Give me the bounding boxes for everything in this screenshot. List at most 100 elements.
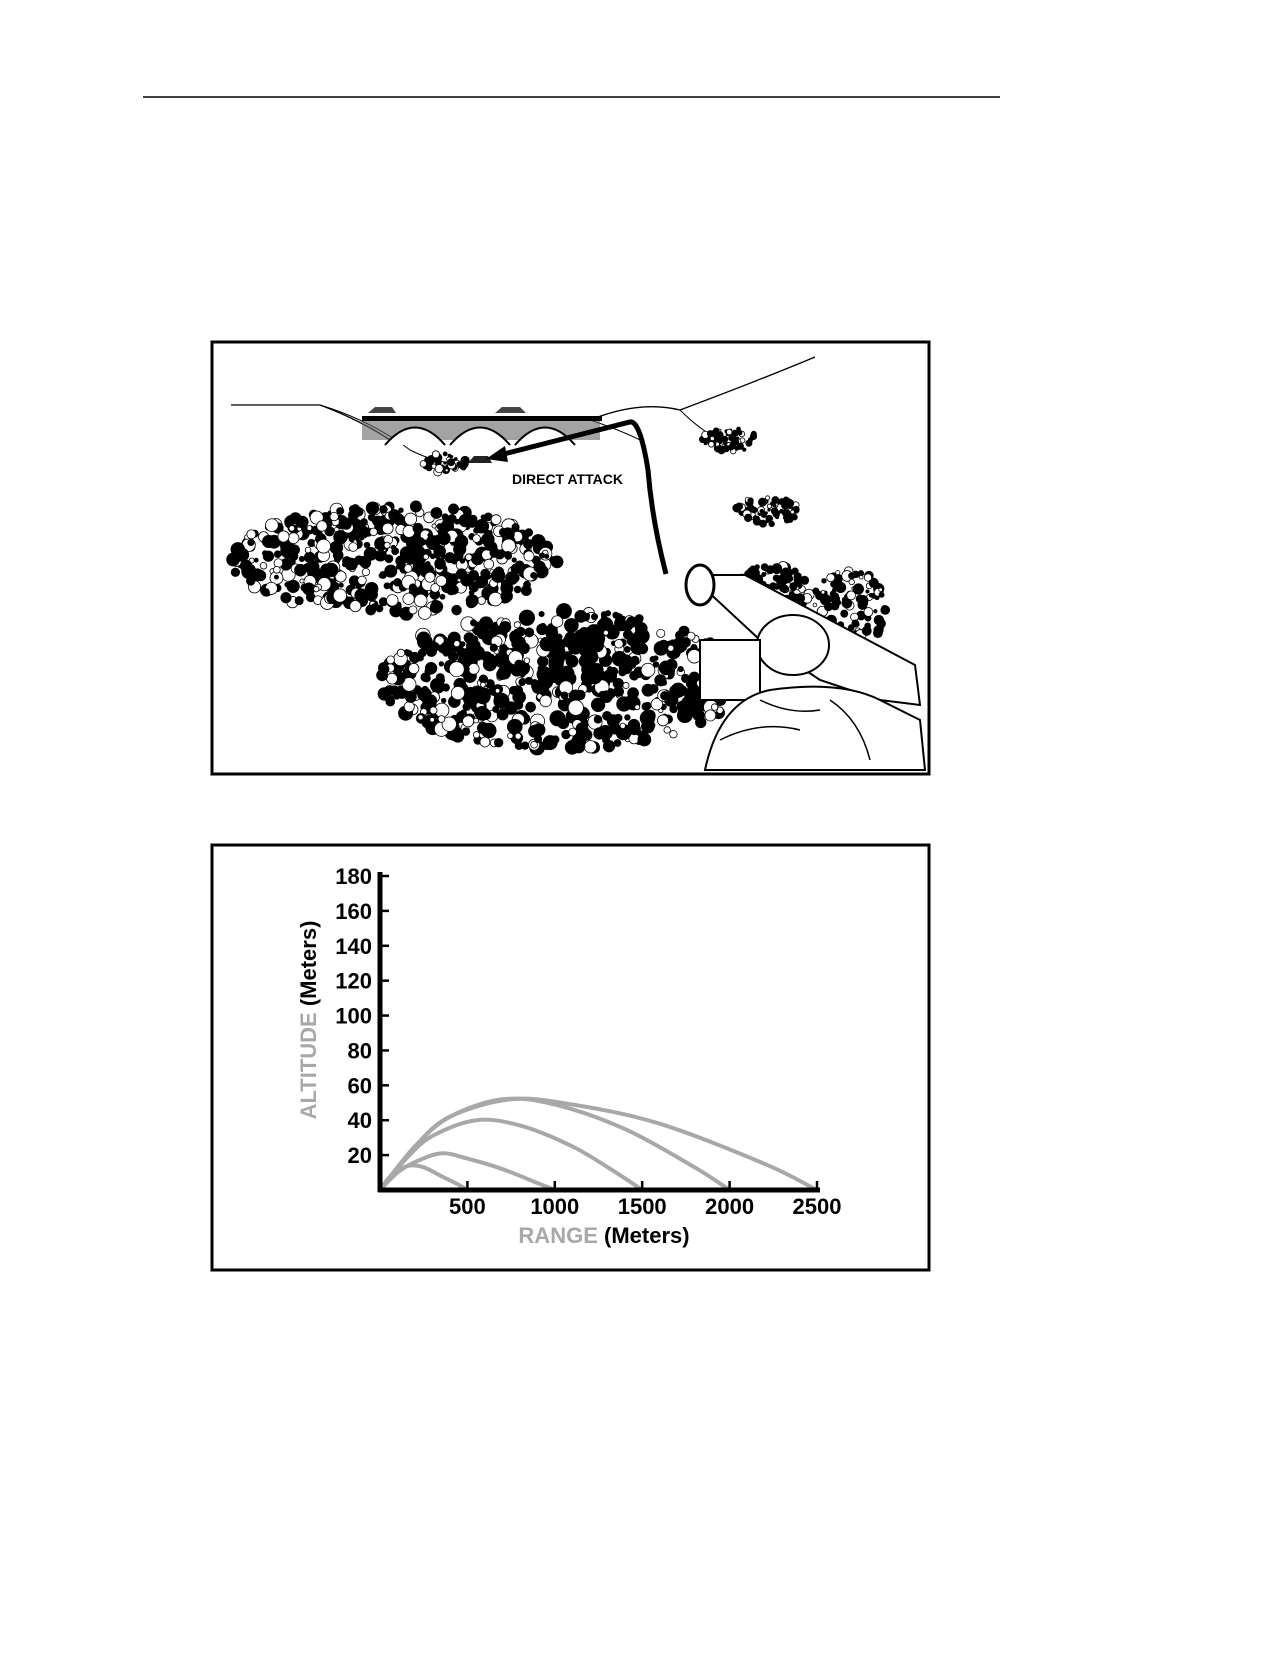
bush xyxy=(226,500,564,621)
bush-blob xyxy=(616,696,632,712)
bush-blob xyxy=(765,565,775,575)
bush-blob xyxy=(289,544,300,556)
bush-blob xyxy=(523,657,531,664)
bush-blob xyxy=(434,464,444,474)
bush-blob xyxy=(379,505,388,514)
y-tick-label: 180 xyxy=(335,864,372,889)
bush-blob xyxy=(511,523,520,532)
bush-blob xyxy=(538,610,545,618)
bush-blob xyxy=(253,557,259,563)
bush-blob xyxy=(852,583,864,595)
bush-blob xyxy=(742,447,747,452)
bush-blob xyxy=(656,628,666,638)
bush-blob xyxy=(504,550,512,558)
bush-blob xyxy=(429,717,435,723)
bush-blob xyxy=(498,528,508,537)
bush-blob xyxy=(450,573,459,582)
bush-blob xyxy=(863,607,874,617)
bush-blob xyxy=(792,505,800,513)
bush-blob xyxy=(289,558,296,566)
bush-blob xyxy=(766,503,772,509)
bush-blob xyxy=(461,727,471,736)
bush-blob xyxy=(833,595,840,602)
bush-blob xyxy=(747,497,754,504)
bush-blob xyxy=(708,441,715,448)
bush-blob xyxy=(465,597,477,609)
bush-blob xyxy=(289,512,302,525)
bush-blob xyxy=(422,674,431,683)
bush-blob xyxy=(533,541,539,547)
bush-blob xyxy=(640,662,656,678)
bush-blob xyxy=(873,609,878,614)
bush-blob xyxy=(369,527,378,537)
bush-blob xyxy=(624,714,631,721)
bush-blob xyxy=(747,504,755,512)
bush-blob xyxy=(873,614,885,626)
bush-blob xyxy=(441,513,449,521)
y-tick-label: 160 xyxy=(335,899,372,924)
bush-blob xyxy=(657,714,669,727)
bush-blob xyxy=(765,495,771,501)
bush-blob xyxy=(365,501,380,515)
bush-blob xyxy=(441,716,457,732)
x-tick-label: 2500 xyxy=(793,1194,842,1219)
bush-blob xyxy=(548,651,565,668)
bush-blob xyxy=(415,537,426,547)
bush-blob xyxy=(430,600,444,614)
bush-blob xyxy=(878,587,883,592)
bush-blob xyxy=(465,553,473,561)
bush-blob xyxy=(500,589,513,603)
bush-blob xyxy=(736,442,744,450)
bush-blob xyxy=(441,554,447,560)
y-axis-title: ALTITUDE (Meters) xyxy=(296,921,321,1120)
bush-blob xyxy=(453,640,461,648)
bush-blob xyxy=(376,669,389,682)
bush-blob xyxy=(634,621,648,635)
bush-blob xyxy=(250,568,264,582)
bush-blob xyxy=(490,568,506,583)
bush-blob xyxy=(424,457,430,463)
bush-blob xyxy=(313,586,320,593)
bush-blob xyxy=(246,529,257,540)
bush-blob xyxy=(820,589,826,595)
bush-blob xyxy=(878,591,885,598)
bush-blob xyxy=(357,575,367,586)
bush-blob xyxy=(669,729,678,739)
bush-blob xyxy=(759,520,765,526)
bush-blob xyxy=(386,655,395,665)
bush-blob xyxy=(731,429,739,438)
bush-blob xyxy=(830,580,839,589)
bush-blob xyxy=(462,715,475,728)
bush-blob xyxy=(761,571,767,578)
bush-blob xyxy=(259,561,268,570)
bush-blob xyxy=(408,583,418,592)
bush-blob xyxy=(429,706,438,715)
bush-blob xyxy=(779,572,790,583)
bush-blob xyxy=(873,625,884,636)
bush-blob xyxy=(404,512,418,526)
bush-blob xyxy=(829,590,837,598)
bush-blob xyxy=(676,700,688,712)
bush-blob xyxy=(434,511,440,517)
bush-blob xyxy=(477,596,486,605)
bush-blob xyxy=(641,702,650,711)
bush-blob xyxy=(531,682,544,694)
bush-blob xyxy=(435,575,448,587)
bush-blob xyxy=(440,697,447,704)
bush-blob xyxy=(272,565,281,574)
x-axis-label: RANGE xyxy=(518,1223,597,1248)
bush-blob xyxy=(467,662,480,675)
bush-blob xyxy=(790,509,795,515)
bush-blob xyxy=(492,705,500,713)
bush-blob xyxy=(413,593,428,608)
bush-blob xyxy=(490,514,502,525)
bush-blob xyxy=(280,546,287,552)
bush-blob xyxy=(773,583,781,590)
bush-blob xyxy=(520,741,530,750)
bush-blob xyxy=(465,634,476,645)
bush-blob xyxy=(419,460,427,468)
bush-blob xyxy=(298,555,305,562)
bush-blob xyxy=(489,624,498,633)
bush-blob xyxy=(336,507,345,515)
bush-blob xyxy=(431,523,437,529)
